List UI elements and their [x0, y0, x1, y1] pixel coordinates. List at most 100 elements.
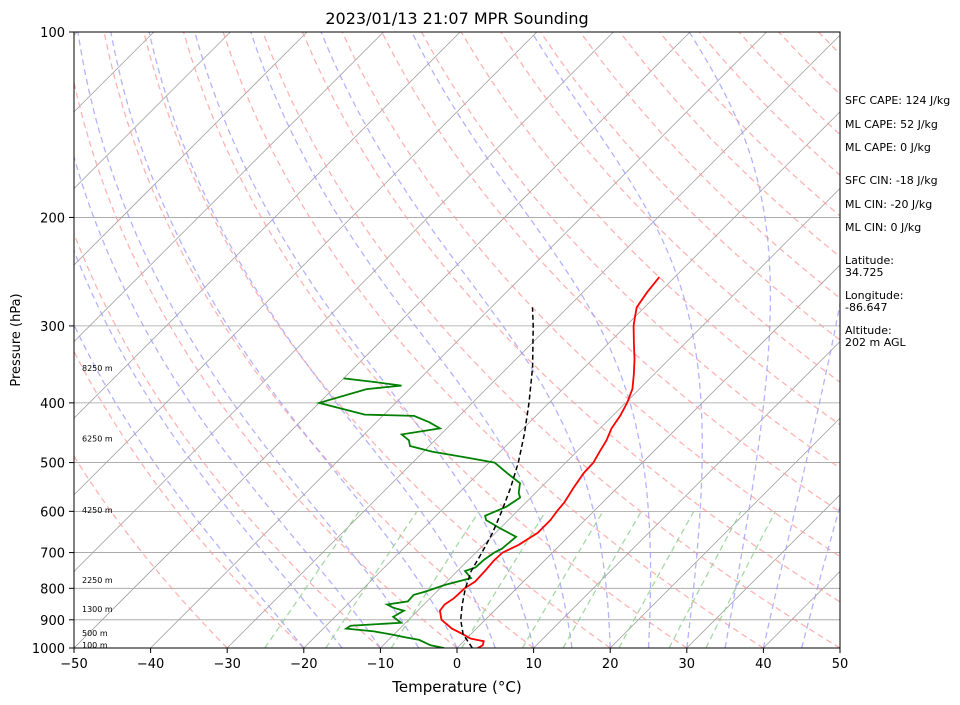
mixing-ratio-line [562, 510, 642, 648]
isotherm-gridline [74, 32, 308, 266]
sounding-profiles [315, 276, 661, 648]
stats-line: Longitude: [845, 289, 903, 302]
mixing-ratio-line [325, 510, 418, 648]
y-tick-label: 600 [40, 505, 65, 520]
y-tick-label: 400 [40, 397, 65, 412]
x-tick-label: 0 [453, 657, 461, 672]
moist-adiabat [801, 503, 840, 648]
height-label: 1300 m [82, 605, 113, 614]
temperature-profile [438, 276, 661, 648]
x-tick-label: 40 [755, 657, 772, 672]
moist-adiabat [688, 32, 772, 648]
moist-adiabat [74, 248, 343, 648]
mixing-ratio-line [521, 510, 604, 648]
isotherm-gridline [74, 32, 384, 343]
y-axis-ticks: 100 200 300 400 500 600 700 800 900 1000 [32, 26, 74, 657]
dry-adiabat [74, 454, 228, 648]
stats-line: SFC CIN: -18 J/kg [845, 174, 938, 187]
stats-line: SFC CAPE: 124 J/kg [845, 94, 950, 107]
stats-line: ML CIN: -20 J/kg [845, 198, 932, 211]
height-label: 100 m [82, 641, 108, 650]
stats-line: ML CAPE: 52 J/kg [845, 118, 938, 131]
y-axis-title: Pressure (hPa) [9, 293, 24, 386]
isotherm-gridline [303, 111, 840, 648]
stats-line: ML CIN: 0 J/kg [845, 221, 921, 234]
x-tick-label: −10 [367, 657, 394, 672]
height-label: 500 m [82, 629, 108, 638]
parcel-profile [459, 307, 534, 648]
x-tick-label: −50 [60, 657, 87, 672]
moist-adiabat [411, 32, 652, 648]
y-tick-label: 700 [40, 547, 65, 562]
isotherm-gridline [609, 417, 840, 648]
isotherm-gridline [380, 187, 840, 648]
y-tick-label: 500 [40, 457, 65, 472]
dry-adiabat [74, 79, 458, 648]
isotherm-gridline [74, 32, 461, 419]
stats-line: 202 m AGL [845, 336, 907, 349]
chart-title: 2023/01/13 21:07 MPR Sounding [325, 9, 588, 28]
x-tick-label: −30 [213, 657, 240, 672]
moist-adiabat [74, 154, 381, 648]
y-tick-label: 300 [40, 320, 65, 335]
moist-adiabat [531, 32, 703, 648]
moist-adiabat [194, 32, 535, 648]
height-label: 8250 m [82, 364, 113, 373]
moist-adiabat [320, 32, 611, 648]
isotherm-gridline [74, 32, 614, 572]
isotherm-gridline [533, 341, 840, 648]
x-tick-label: 20 [602, 657, 619, 672]
stats-line: Latitude: [845, 254, 894, 267]
y-tick-label: 1000 [32, 642, 65, 657]
isotherm-gridline [74, 32, 691, 648]
dry-adiabat [74, 231, 381, 648]
height-label: 4250 m [82, 506, 113, 515]
y-tick-label: 900 [40, 614, 65, 629]
moist-adiabat [250, 32, 573, 648]
moist-adiabat [110, 32, 458, 648]
isotherm-gridline [0, 32, 1, 648]
mixing-ratio-line [264, 510, 360, 648]
dry-adiabat [222, 32, 764, 648]
dry-adiabat [579, 32, 840, 300]
mixing-ratio-line [461, 510, 547, 648]
isotherm-gridline [686, 494, 840, 648]
height-labels: 100 m 500 m 1300 m 2250 m 4250 m 6250 m 8250 m [82, 364, 113, 650]
x-axis-ticks: −50 −40 −30 −20 −10 0 10 20 30 40 50 [60, 648, 848, 672]
isotherm-gridline [74, 32, 538, 496]
mixing-ratio-line [390, 510, 480, 648]
stats-line: Altitude: [845, 324, 892, 337]
y-tick-label: 800 [40, 582, 65, 597]
x-tick-label: 30 [679, 657, 696, 672]
height-label: 2250 m [82, 576, 113, 585]
x-tick-label: −20 [290, 657, 317, 672]
dry-adiabat [103, 32, 534, 648]
dry-adiabat [143, 32, 611, 648]
x-axis-title: Temperature (°C) [391, 678, 521, 696]
plot-frame [73, 31, 841, 649]
stats-line: -86.647 [845, 301, 887, 314]
background-lines [0, 32, 840, 648]
height-label: 6250 m [82, 435, 113, 444]
y-tick-label: 200 [40, 211, 65, 226]
y-tick-label: 100 [40, 26, 65, 41]
isotherm-gridline [226, 34, 840, 648]
stats-line: 34.725 [845, 266, 884, 279]
mixing-ratio-line [668, 510, 742, 648]
x-tick-label: −40 [137, 657, 164, 672]
stats-panel: SFC CAPE: 124 J/kg ML CAPE: 52 J/kg ML CAP… [845, 94, 950, 349]
dry-adiabat [74, 349, 305, 648]
moist-adiabat [148, 32, 496, 648]
isotherm-gridline [456, 264, 840, 648]
isotherm-gridline [150, 32, 767, 648]
mixing-ratio-line [618, 510, 695, 648]
x-tick-label: 10 [525, 657, 542, 672]
mixing-ratio-line [705, 510, 777, 648]
isotherm-gridline [74, 32, 231, 189]
x-tick-label: 50 [832, 657, 849, 672]
dewpoint-profile [315, 377, 522, 648]
moist-adiabat [762, 300, 840, 648]
dry-adiabat [262, 32, 840, 648]
stats-line: ML CAPE: 0 J/kg [845, 141, 931, 154]
